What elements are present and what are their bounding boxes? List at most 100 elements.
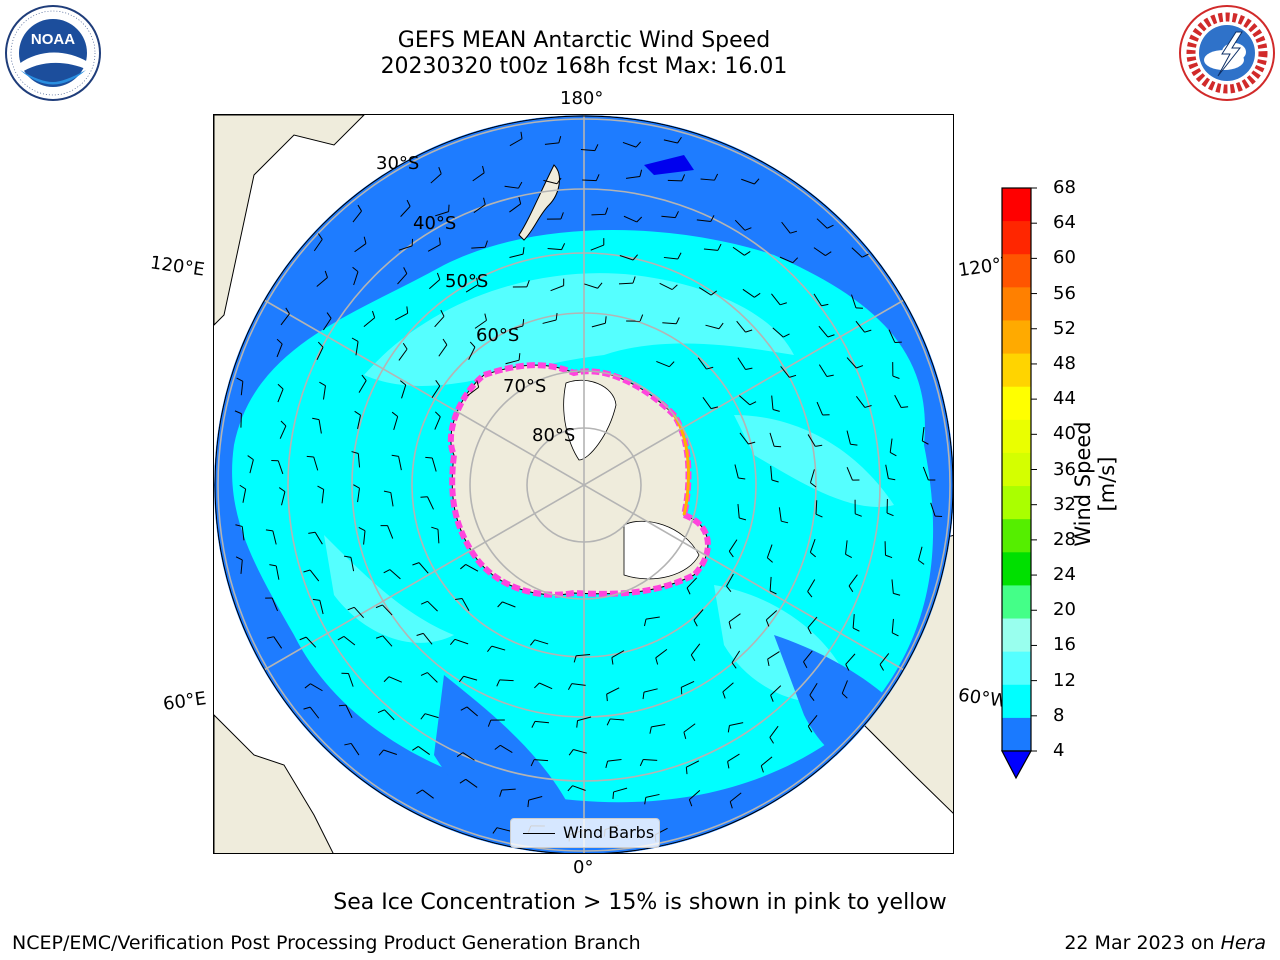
colorbar-segment: [1002, 419, 1031, 454]
wind-barb-flag: [277, 383, 284, 390]
wind-barb: [501, 788, 516, 791]
wind-barb-flag: [438, 166, 442, 174]
wind-barb: [619, 255, 634, 261]
wind-barb-flag: [821, 303, 829, 307]
wind-barb: [769, 432, 775, 447]
wind-barb-flag: [434, 411, 441, 418]
wind-barb: [591, 213, 606, 216]
sea-ice-note: Sea Ice Concentration > 15% is shown in …: [333, 890, 947, 915]
lat-label-70s: 70°S: [503, 376, 547, 397]
wind-barb: [643, 688, 658, 693]
chart-subtitle: 20230320 t00z 168h fcst Max: 16.01: [380, 54, 788, 79]
wind-barb-flag: [727, 725, 730, 733]
wind-barb-flag: [711, 406, 719, 410]
wind-barb-flag: [731, 662, 737, 669]
wind-barb: [542, 319, 557, 324]
wind-barb: [388, 676, 402, 683]
wind-barb: [534, 639, 549, 645]
wind-barb-flag: [826, 224, 834, 229]
wind-barb-flag: [299, 636, 307, 641]
wind-barb: [930, 502, 936, 517]
wind-barb: [582, 179, 597, 182]
wind-barb-flag: [749, 401, 757, 406]
wind-barb: [606, 687, 620, 695]
wind-barb: [851, 247, 863, 258]
wind-barb-flag: [595, 174, 600, 181]
wind-barb-flag: [375, 604, 383, 609]
wind-barb-flag: [855, 513, 862, 517]
wind-barb: [431, 457, 437, 472]
wind-barb: [845, 653, 856, 665]
noaa-logo-text: NOAA: [31, 31, 75, 48]
wind-barb-flag: [674, 211, 679, 218]
wind-barb-flag: [671, 284, 678, 290]
wind-barb-flag: [685, 767, 688, 775]
wind-barb-flag: [727, 761, 730, 769]
wind-barb: [382, 635, 393, 647]
wind-barb: [467, 386, 479, 397]
wind-barb-flag: [317, 485, 324, 490]
wind-barb: [427, 672, 438, 683]
wind-barb: [390, 492, 394, 507]
wind-barb-flag: [643, 619, 647, 627]
wind-barb-flag: [683, 731, 687, 739]
wind-barb-flag: [606, 718, 611, 726]
wind-barb-flag: [353, 484, 360, 489]
wind-barb-flag: [518, 353, 521, 361]
wind-barb-flag: [530, 759, 535, 767]
wind-barb: [659, 282, 673, 291]
wind-barb-flag: [744, 251, 751, 256]
wind-barb-flag: [338, 704, 346, 707]
wind-barb: [499, 679, 514, 682]
wind-barb-flag: [425, 456, 433, 459]
wind-barb-flag: [576, 720, 579, 728]
wind-barb-flag: [770, 695, 774, 702]
wind-barb-flag: [347, 606, 355, 611]
wind-barb-flag: [494, 744, 501, 750]
wind-barb-flag: [285, 307, 290, 315]
wind-barb-flag: [642, 692, 645, 700]
wind-barb: [813, 293, 822, 306]
wind-barb: [770, 685, 782, 696]
wind-barb-flag: [573, 655, 577, 663]
wind-barb-flag: [771, 479, 779, 483]
wind-barb-flag: [534, 682, 540, 689]
sea-ice-dense: [672, 414, 690, 516]
colorbar-tick-label: 4: [1053, 740, 1065, 761]
wind-barb: [389, 569, 401, 580]
colorbar-segment: [1002, 188, 1031, 222]
wind-barb-flag: [403, 267, 408, 274]
wind-barb-flag: [632, 254, 638, 261]
wind-barb-flag: [744, 227, 752, 231]
wind-barb-flag: [879, 664, 884, 671]
wind-barb: [573, 749, 587, 754]
wind-barb-flag: [841, 693, 848, 699]
wind-barb-flag: [499, 789, 503, 797]
wind-barb: [622, 141, 637, 148]
wind-barb-flag: [815, 444, 823, 447]
wind-barb: [400, 206, 411, 217]
wind-barb: [502, 601, 516, 608]
wind-barb: [242, 488, 247, 503]
wind-barb: [543, 179, 558, 185]
wind-barb-flag: [767, 557, 773, 563]
wind-barb-flag: [781, 520, 789, 524]
wind-barb: [461, 598, 470, 611]
colorbar-segment: [1002, 287, 1031, 321]
wind-barb: [663, 256, 678, 260]
wind-barb: [841, 680, 848, 694]
wind-barb: [504, 185, 519, 189]
land-new-zealand: [518, 164, 560, 241]
wind-barb-flag: [729, 801, 733, 809]
wind-barb-flag: [483, 197, 486, 205]
wind-barb: [771, 293, 781, 306]
wind-barb-flag: [496, 679, 501, 687]
wind-barb: [273, 636, 283, 649]
wind-barb-flag: [769, 590, 777, 595]
wind-barb: [422, 633, 433, 645]
wind-barb-flag: [891, 632, 899, 637]
wind-barb: [702, 397, 712, 409]
wind-barb: [384, 709, 395, 721]
wind-barb: [350, 557, 355, 572]
wind-barb: [509, 253, 524, 258]
